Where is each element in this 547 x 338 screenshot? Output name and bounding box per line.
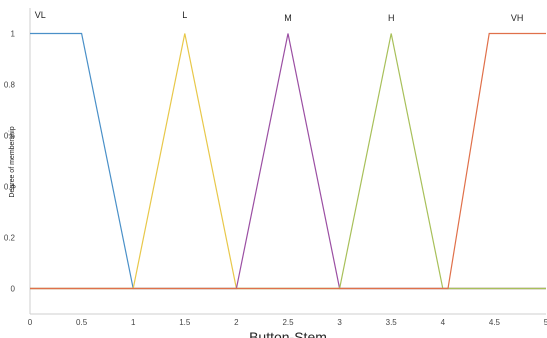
y-tick-label: 0.6 — [4, 132, 16, 141]
x-tick-label: 4.5 — [489, 318, 501, 327]
series-label-vl: VL — [35, 10, 46, 20]
y-tick-label: 0.8 — [4, 81, 16, 90]
series-label-h: H — [388, 13, 395, 23]
x-tick-label: 1 — [131, 318, 136, 327]
x-tick-label: 1.5 — [179, 318, 191, 327]
x-tick-label: 2 — [234, 318, 239, 327]
series-label-l: L — [182, 10, 187, 20]
x-tick-labels: 0 0.5 1 1.5 2 2.5 3 3.5 4 4.5 5 — [28, 318, 547, 327]
series-label-m: M — [284, 13, 292, 23]
series-line-vh — [30, 32, 546, 290]
y-tick-label: 0.4 — [4, 183, 16, 192]
y-tick-label: 0 — [11, 285, 16, 294]
x-tick-label: 2.5 — [282, 318, 294, 327]
x-axis-title: Button-Stem — [249, 329, 327, 338]
x-tick-label: 3.5 — [386, 318, 398, 327]
x-tick-label: 4 — [441, 318, 446, 327]
membership-function-labels: VL L M H VH — [35, 10, 524, 23]
x-tick-label: 0 — [28, 318, 33, 327]
membership-function-series — [30, 32, 546, 290]
y-tick-label: 0.2 — [4, 234, 16, 243]
series-label-vh: VH — [511, 13, 524, 23]
x-tick-label: 5 — [544, 318, 547, 327]
y-axis-title: Degree of membership — [9, 126, 16, 197]
y-tick-label: 1 — [11, 30, 16, 39]
x-tick-label: 3 — [337, 318, 342, 327]
x-tick-label: 0.5 — [76, 318, 88, 327]
y-tick-labels: 0 0.2 0.4 0.6 0.8 1 — [4, 30, 16, 294]
